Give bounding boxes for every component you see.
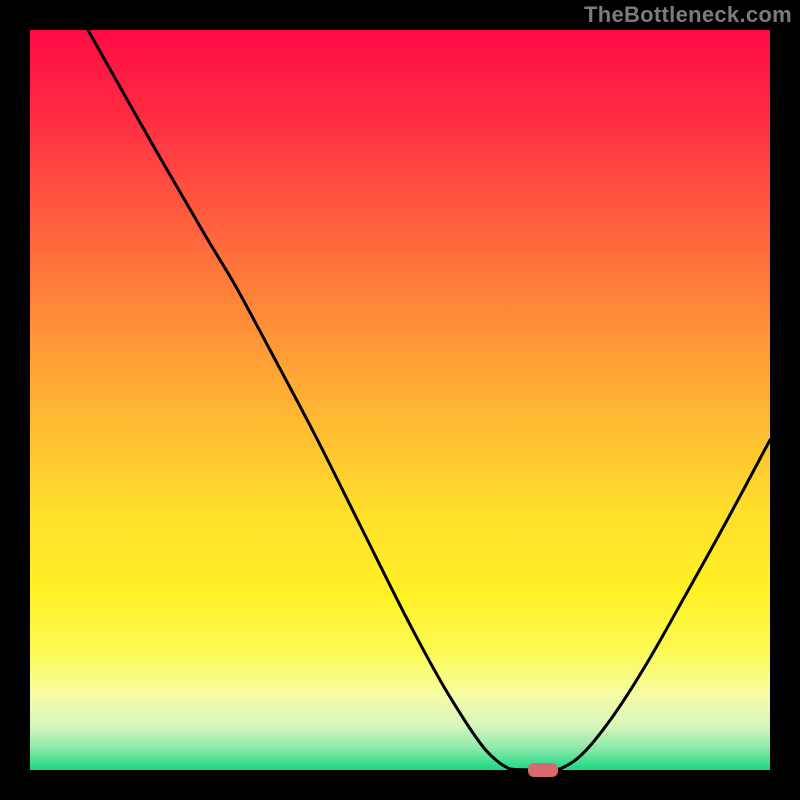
chart-frame: TheBottleneck.com [0, 0, 800, 800]
watermark-text: TheBottleneck.com [584, 2, 792, 28]
plot-area [30, 30, 770, 770]
bottleneck-curve [30, 30, 770, 770]
optimal-point-marker [528, 763, 558, 777]
